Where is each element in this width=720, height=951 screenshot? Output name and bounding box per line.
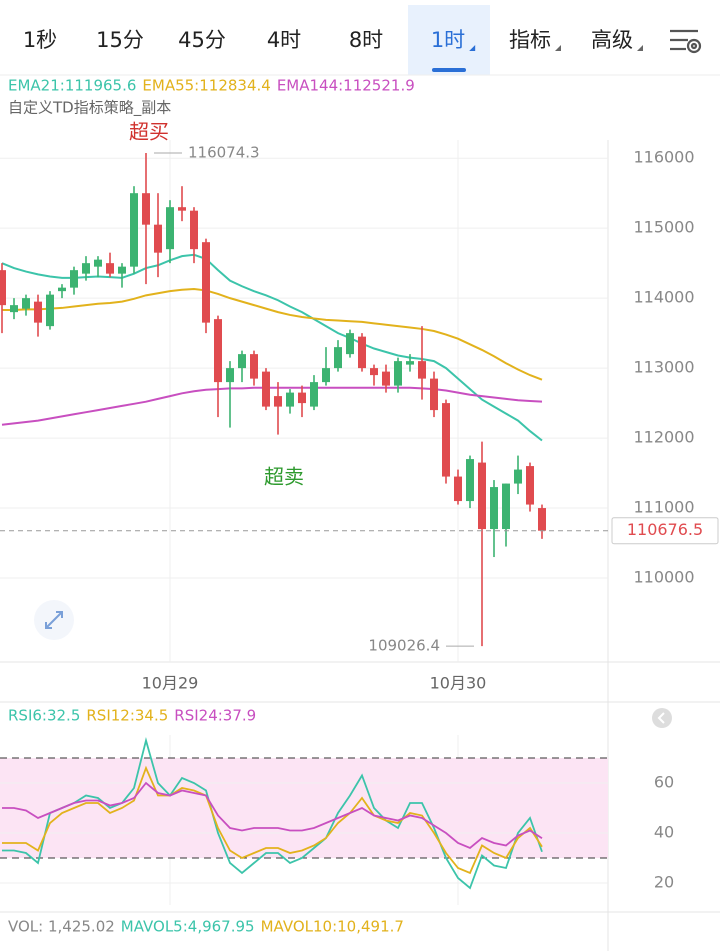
expand-button[interactable] <box>34 600 74 640</box>
candle-body <box>118 266 126 274</box>
candle-body <box>130 193 138 267</box>
candle-body <box>142 193 150 225</box>
candle-body <box>178 207 186 211</box>
last-price-label: 110676.5 <box>627 520 703 539</box>
legend-entry: EMA55:112834.4 <box>142 77 270 95</box>
annotation: 超买 <box>129 119 169 143</box>
high-label: 116074.3 <box>188 143 260 161</box>
rsi-line <box>2 781 543 850</box>
legend-entry: MAVOL10:10,491.7 <box>261 918 404 936</box>
candle-body <box>466 459 474 502</box>
annotation: 超卖 <box>264 465 304 489</box>
candle-body <box>0 270 6 306</box>
candle-body <box>322 368 330 383</box>
ema-line <box>1 386 543 426</box>
tab[interactable]: 指标 <box>509 28 551 52</box>
candle-body <box>502 483 510 530</box>
candle-body <box>382 371 390 386</box>
legend-entry: RSI12:34.5 <box>86 707 168 725</box>
candle-body <box>154 224 162 253</box>
candle-body <box>58 287 66 292</box>
active-tab-underline <box>432 68 466 72</box>
candle-body <box>490 487 498 530</box>
settings-icon[interactable] <box>670 29 702 54</box>
candle-body <box>22 298 30 309</box>
candle-body <box>238 354 246 369</box>
y-tick-label: 113000 <box>633 358 694 377</box>
x-tick-label: 10月30 <box>430 674 487 693</box>
dropdown-marker <box>555 45 561 51</box>
active-tab-bg <box>408 5 490 75</box>
tab[interactable]: 15分 <box>96 28 144 52</box>
y-tick-label: 60 <box>654 773 674 792</box>
y-tick-label: 111000 <box>633 498 694 517</box>
tab[interactable]: 45分 <box>178 28 226 52</box>
candle-body <box>286 392 294 407</box>
candle-body <box>34 301 42 323</box>
candle-body <box>478 462 486 530</box>
ema-line <box>1 253 543 442</box>
candle-body <box>454 476 462 502</box>
rsi-line <box>2 765 543 875</box>
dropdown-marker <box>469 45 476 51</box>
legend-entry: RSI24:37.9 <box>174 707 256 725</box>
candle-body <box>190 210 198 250</box>
candle-body <box>82 263 90 274</box>
y-tick-label: 110000 <box>633 568 694 587</box>
candle-body <box>334 347 342 369</box>
dropdown-marker <box>637 45 643 51</box>
candle-body <box>514 469 522 484</box>
candle-body <box>298 392 306 404</box>
collapse-icon <box>657 712 665 724</box>
candle-body <box>166 207 174 250</box>
x-tick-label: 10月29 <box>142 674 199 693</box>
legend-entry: EMA144:112521.9 <box>277 77 415 95</box>
legend-entry: VOL: 1,425.02 <box>8 918 115 936</box>
tab[interactable]: 4时 <box>267 28 301 52</box>
collapse-button[interactable] <box>652 708 672 728</box>
candle-body <box>202 242 210 323</box>
indicator-name: 自定义TD指标策略_副本 <box>8 99 171 118</box>
candle-body <box>394 361 402 386</box>
candle-body <box>94 259 102 267</box>
tab[interactable]: 高级 <box>591 28 633 52</box>
candle-body <box>418 361 426 379</box>
candle-body <box>310 382 318 407</box>
candle-body <box>370 368 378 376</box>
tab[interactable]: 1秒 <box>23 28 57 52</box>
candle-body <box>406 361 414 365</box>
tab[interactable]: 1时 <box>431 28 465 52</box>
candle-body <box>346 333 354 355</box>
candle-body <box>538 508 546 531</box>
candle-body <box>358 336 366 369</box>
legend-entry: EMA21:111965.6 <box>8 77 136 95</box>
candle-body <box>274 396 282 407</box>
y-tick-label: 115000 <box>633 218 694 237</box>
tab[interactable]: 8时 <box>349 28 383 52</box>
candle-body <box>250 354 258 379</box>
candle-body <box>526 466 534 505</box>
band <box>0 758 608 858</box>
y-tick-label: 112000 <box>633 428 694 447</box>
candle-body <box>442 403 450 477</box>
legend-entry: RSI6:32.5 <box>8 707 80 725</box>
y-tick-label: 40 <box>654 823 674 842</box>
y-tick-label: 114000 <box>633 288 694 307</box>
last-price-box <box>611 517 719 545</box>
candle-body <box>430 378 438 411</box>
candle-body <box>226 368 234 383</box>
y-tick-label: 20 <box>654 873 674 892</box>
ema-line <box>2 288 543 381</box>
candle-body <box>262 371 270 407</box>
rsi-line <box>2 737 543 890</box>
candle-body <box>106 263 114 274</box>
candle-body <box>214 319 222 383</box>
legend-entry: MAVOL5:4,967.95 <box>121 918 255 936</box>
y-tick-label: 116000 <box>633 148 694 167</box>
low-label: 109026.4 <box>368 637 440 655</box>
candle-body <box>70 270 78 288</box>
candle-body <box>10 305 18 313</box>
candle-body <box>46 294 54 327</box>
